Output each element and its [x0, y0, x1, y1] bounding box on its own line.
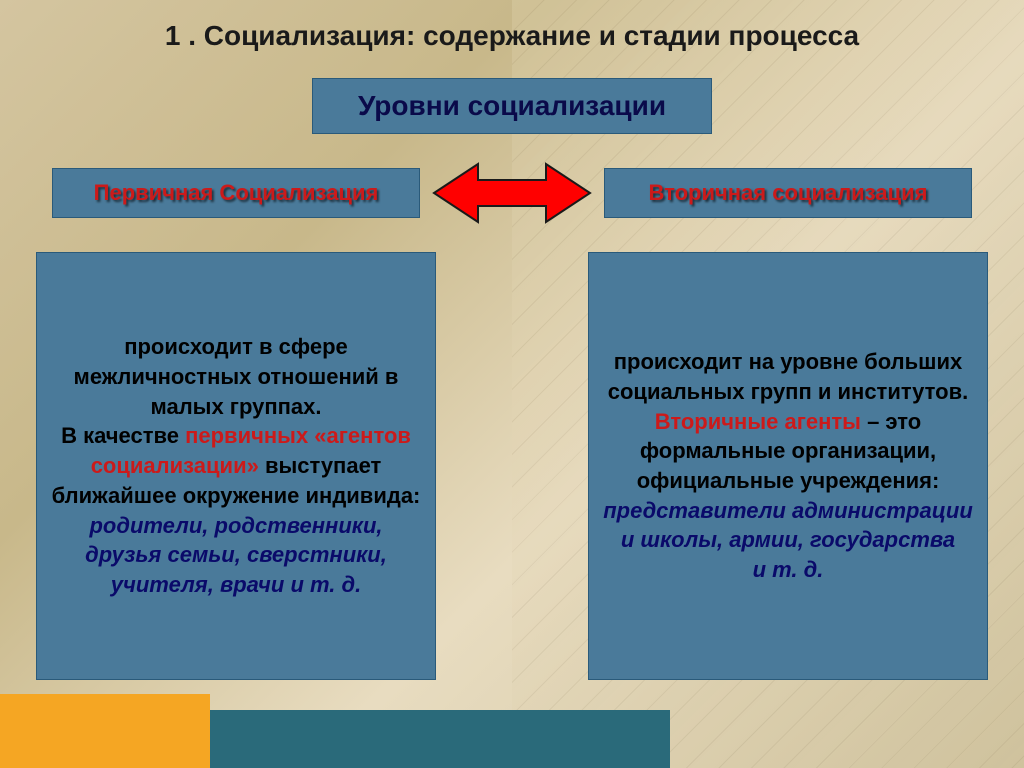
primary-content-box: происходит в сфере межличностных отношен… — [36, 252, 436, 680]
primary-content-text: происходит в сфере межличностных отношен… — [49, 332, 423, 599]
left-p3: родители, родственники, друзья семьи, св… — [85, 513, 387, 597]
secondary-content-text: происходит на уровне больших социальных … — [601, 347, 975, 585]
level-box-text: Уровни социализации — [358, 90, 666, 122]
bidirectional-arrow-icon — [432, 158, 592, 228]
right-p1: происходит на уровне больших социальных … — [608, 349, 969, 404]
footer-bar-teal — [210, 710, 670, 768]
footer-bar-yellow — [0, 694, 210, 768]
secondary-content-box: происходит на уровне больших социальных … — [588, 252, 988, 680]
secondary-header: Вторичная социализация — [604, 168, 972, 218]
footer-decoration — [0, 694, 1024, 768]
left-p2a: В качестве — [61, 423, 185, 448]
primary-header: Первичная Социализация — [52, 168, 420, 218]
right-p3b: и т. д. — [753, 557, 824, 582]
secondary-header-text: Вторичная социализация — [649, 180, 928, 206]
right-p2a: Вторичные агенты — [655, 409, 861, 434]
level-box: Уровни социализации — [312, 78, 712, 134]
slide-title: 1 . Социализация: содержание и стадии пр… — [0, 20, 1024, 52]
left-p1: происходит в сфере межличностных отношен… — [74, 334, 399, 418]
right-p3: представители администрации и школы, арм… — [603, 498, 973, 553]
primary-header-text: Первичная Социализация — [94, 180, 379, 206]
arrow-polygon — [434, 164, 590, 222]
